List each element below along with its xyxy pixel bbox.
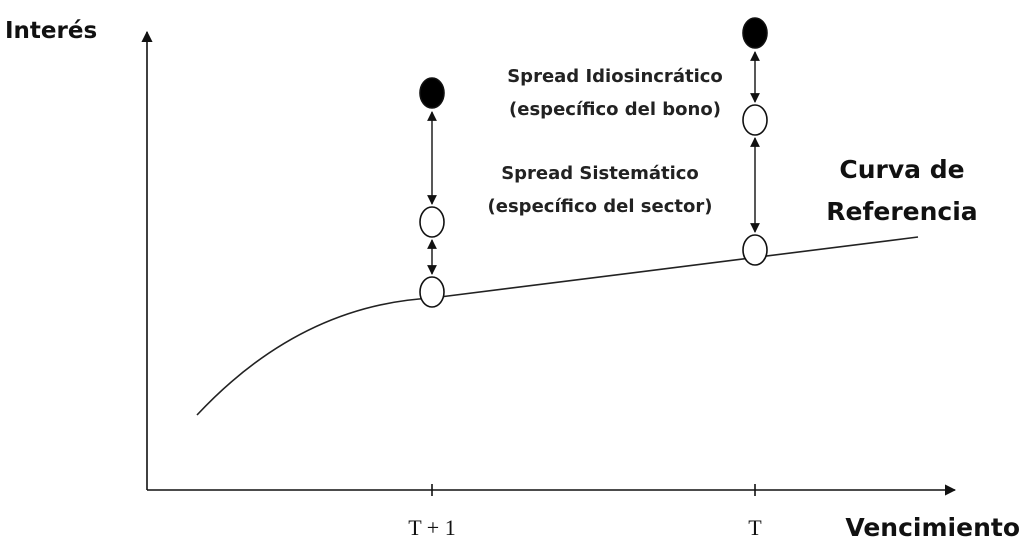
curve-label: Referencia xyxy=(826,197,977,226)
x-axis-label: Vencimiento xyxy=(845,513,1020,542)
sector-point xyxy=(419,206,445,238)
points xyxy=(419,17,768,308)
y-axis-label: Interés xyxy=(5,18,97,44)
annotation: (específico del sector) xyxy=(488,196,713,217)
bond-point xyxy=(742,17,768,49)
curve-point xyxy=(742,234,768,266)
x-tick-label: T + 1 xyxy=(408,515,455,540)
spread-arrows xyxy=(427,51,760,275)
reference-curve xyxy=(196,236,919,416)
sector-point xyxy=(742,104,768,136)
annotation: (específico del bono) xyxy=(509,99,721,120)
curve-label: Curva de xyxy=(839,155,964,184)
curve-point xyxy=(419,276,445,308)
bond-point xyxy=(419,77,445,109)
annotation: Spread Idiosincrático xyxy=(507,66,723,87)
axes xyxy=(141,30,957,496)
annotation: Spread Sistemático xyxy=(501,163,699,184)
x-tick-label: T xyxy=(748,515,762,540)
